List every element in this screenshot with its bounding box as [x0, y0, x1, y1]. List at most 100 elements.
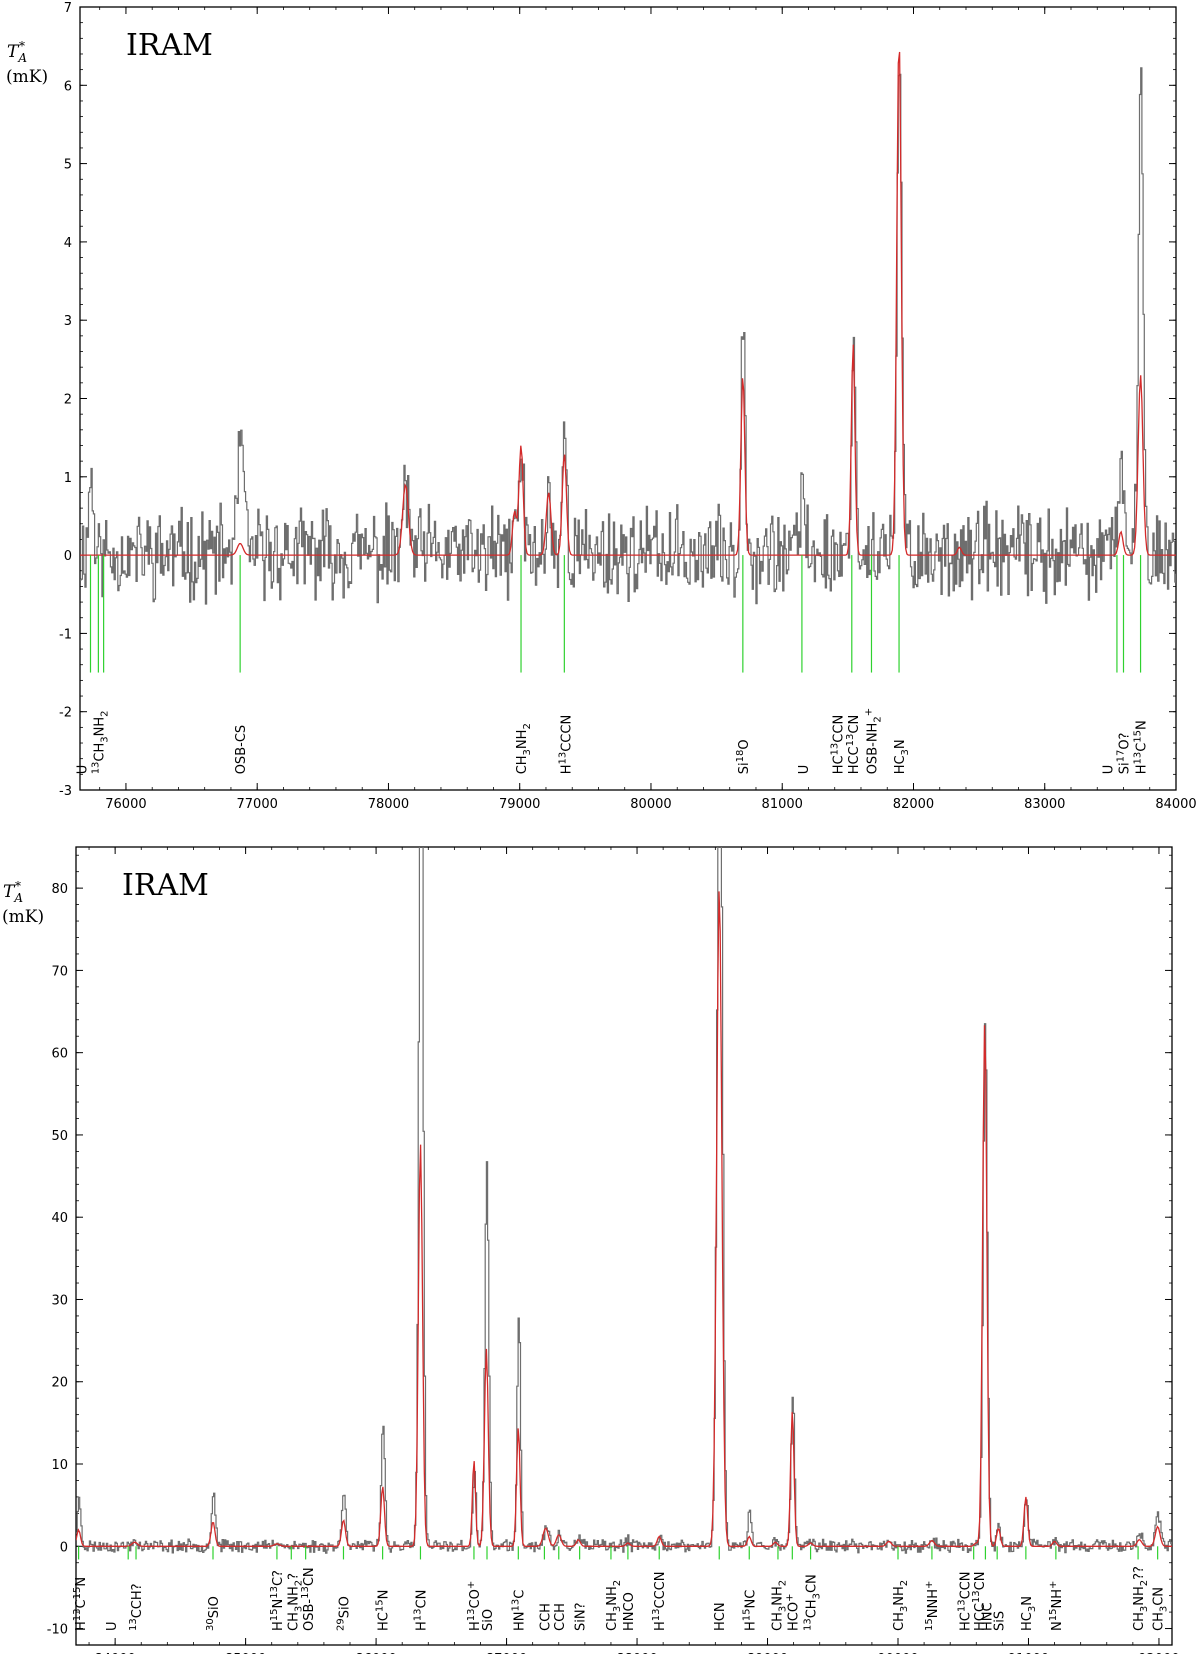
x-tick-label: 81000	[762, 797, 803, 812]
line-label: 13CCH?	[128, 1583, 145, 1631]
x-tick-label: 80000	[630, 797, 671, 812]
x-tick-label: 89000	[747, 1652, 788, 1654]
y-tick-label: -10	[47, 1623, 68, 1638]
x-tick-label: 77000	[237, 797, 278, 812]
plot-area	[80, 51, 1176, 673]
line-label: H13CO+	[466, 1581, 483, 1631]
line-label: HCC13CN	[971, 1572, 988, 1631]
line-label: N15NH+	[1048, 1581, 1065, 1631]
observed-spectrum	[80, 67, 1176, 605]
line-label: SiN?	[574, 1602, 589, 1631]
y-axis-unit: (mK)	[6, 67, 48, 87]
y-tick-label: 6	[64, 79, 72, 94]
line-label: HCC13CN	[845, 715, 862, 774]
line-label: OSB-NH2+	[864, 708, 884, 774]
y-tick-label: -2	[59, 706, 72, 721]
y-tick-label: 5	[64, 158, 72, 173]
line-label: HN13C	[510, 1590, 527, 1631]
line-label: HNC	[981, 1602, 996, 1631]
line-label: OSB-CS	[234, 725, 249, 774]
y-tick-label: 80	[51, 882, 68, 897]
plot-area	[76, 847, 1172, 1560]
y-tick-label: 50	[51, 1129, 68, 1144]
x-tick-label: 85000	[225, 1652, 266, 1654]
line-label: H13C15N	[1133, 720, 1150, 774]
line-label: U	[1102, 765, 1117, 775]
line-label: HCN	[713, 1602, 728, 1631]
y-axis-label: TA*	[7, 39, 27, 65]
line-label: U	[105, 1621, 120, 1631]
y-tick-label: -3	[59, 784, 72, 799]
line-label: H13CCCN	[558, 715, 575, 774]
y-tick-label: 0	[64, 549, 72, 564]
model-spectrum	[76, 891, 1172, 1547]
x-tick-label: 86000	[355, 1652, 396, 1654]
y-tick-label: 2	[64, 393, 72, 408]
line-label: HNCO	[622, 1592, 637, 1631]
y-tick-label: 70	[51, 964, 68, 979]
line-label: CH3NH2	[771, 1580, 789, 1631]
line-label: HCO+	[784, 1594, 801, 1631]
line-label: H15NC	[741, 1590, 758, 1631]
x-tick-label: 78000	[368, 797, 409, 812]
line-label: CH3NH2	[892, 1580, 910, 1631]
y-tick-label: 10	[51, 1458, 68, 1473]
observed-spectrum	[76, 847, 1172, 1554]
line-label: 15NNH+	[924, 1581, 941, 1631]
x-tick-label: 82000	[893, 797, 934, 812]
line-label: CH3CN	[1152, 1587, 1170, 1631]
model-spectrum	[80, 51, 1176, 556]
x-tick-label: 76000	[105, 797, 146, 812]
line-label: OSB-13CN	[300, 1567, 317, 1631]
y-tick-label: 20	[51, 1376, 68, 1391]
y-tick-label: 7	[64, 1, 72, 16]
x-tick-label: 90000	[877, 1652, 918, 1654]
line-label: HC3N	[893, 739, 911, 774]
line-label: 29SiO	[336, 1596, 353, 1631]
line-label: CCH	[553, 1603, 568, 1631]
y-tick-label: 30	[51, 1293, 68, 1308]
line-label: CH3NH2?	[287, 1573, 305, 1631]
line-label: U	[75, 765, 90, 775]
line-label: CH3NH2	[605, 1580, 623, 1631]
panel-1: -3 -2 -1 0 1 2 3 4 5 6 7 76000 77000 78000 79000 80000 8…	[6, 1, 1197, 812]
line-label: SiO	[481, 1609, 496, 1631]
line-label: H13CN	[413, 1590, 430, 1631]
x-tick-label: 92000	[1138, 1652, 1179, 1654]
x-tick-label: 91000	[1008, 1652, 1049, 1654]
line-label: U	[797, 765, 812, 775]
line-label: H13C15N	[72, 1577, 89, 1631]
plot-frame	[75, 846, 1173, 1646]
line-label: Si18O	[735, 739, 752, 774]
x-tick-label: 84000	[1155, 797, 1196, 812]
line-label: 13CH3NH2	[90, 710, 110, 774]
line-label: HC13CCN	[957, 1572, 974, 1631]
x-tick-label: 83000	[1024, 797, 1065, 812]
x-tick-label: 88000	[616, 1652, 657, 1654]
y-tick-label: -1	[59, 627, 72, 642]
line-label: H13CCCN	[651, 1572, 668, 1631]
line-label: CH3NH2??	[1132, 1566, 1150, 1631]
y-tick-label: 40	[51, 1211, 68, 1226]
line-label: CCH	[538, 1603, 553, 1631]
y-tick-label: 60	[51, 1047, 68, 1062]
y-axis-unit: (mK)	[2, 907, 44, 927]
line-label: HC3N	[1020, 1596, 1038, 1631]
y-tick-label: 0	[60, 1540, 68, 1555]
panel-title: IRAM	[122, 868, 209, 903]
line-label: CH3NH2	[515, 723, 533, 774]
line-label: 13CH3CN	[803, 1574, 823, 1631]
line-label: HC13CCN	[829, 715, 846, 774]
y-tick-label: 3	[64, 314, 72, 329]
x-tick-label: 84000	[94, 1652, 135, 1654]
y-tick-label: 1	[64, 471, 72, 486]
line-label: Si17O?	[1116, 733, 1133, 775]
panel-title: IRAM	[126, 28, 213, 63]
x-tick-label: 87000	[486, 1652, 527, 1654]
plot-frame	[79, 6, 1177, 791]
line-label: 30SiO	[205, 1596, 222, 1631]
x-tick-label: 79000	[499, 797, 540, 812]
panel-2: -10 0 10 20 30 40 50 60 70 80 84000 85000 86000 87000…	[2, 846, 1180, 1654]
line-label: HC15N	[375, 1590, 392, 1631]
